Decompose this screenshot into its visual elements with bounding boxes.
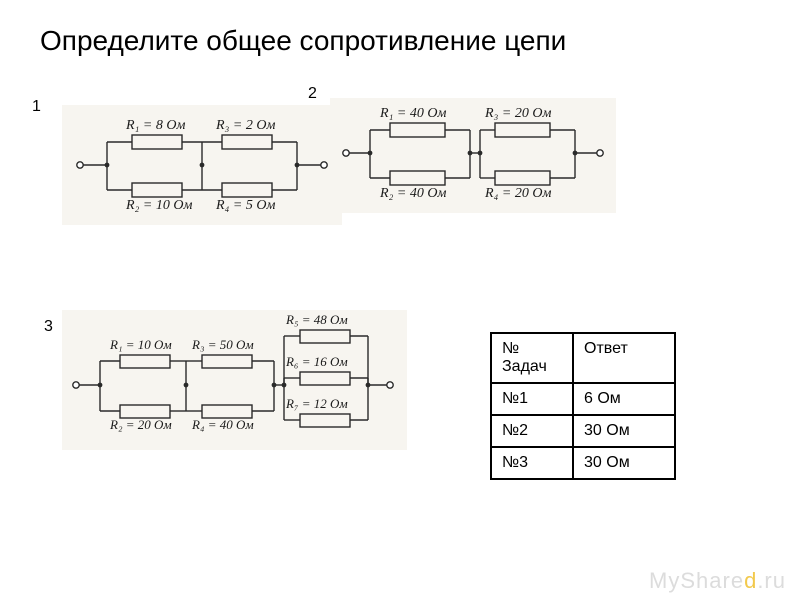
circuit-1-svg: R₁ = 8 Ом R₃ = 2 Ом R₂ = 10 Ом R₄ = 5 Ом [62, 105, 342, 225]
cell: №3 [491, 447, 573, 479]
cell: 6 Ом [573, 383, 675, 415]
svg-text:R₇ = 12 Ом: R₇ = 12 Ом [285, 396, 348, 411]
circuit-3-svg: R₁ = 10 Ом R₃ = 50 Ом R₂ = 20 Ом R₄ = 40 Ом… [62, 310, 407, 450]
svg-text:R₄ = 20 Ом: R₄ = 20 Ом [484, 186, 551, 201]
svg-text:R₁ = 8 Ом: R₁ = 8 Ом [125, 118, 185, 133]
svg-text:R₃ = 50 Ом: R₃ = 50 Ом [191, 337, 254, 352]
svg-text:R₂ = 20 Ом: R₂ = 20 Ом [109, 417, 172, 432]
table-row: №2 30 Ом [491, 415, 675, 447]
label-2: 2 [308, 85, 317, 103]
table-row: №1 6 Ом [491, 383, 675, 415]
svg-text:R₁ = 10 Ом: R₁ = 10 Ом [109, 337, 172, 352]
svg-text:R₁ = 40 Ом: R₁ = 40 Ом [379, 106, 446, 121]
circuit-2-svg: R₁ = 40 Ом R₂ = 40 Ом R₃ = 20 Ом R₄ = 20 Ом [330, 98, 616, 213]
cell: 30 Ом [573, 447, 675, 479]
table-row: № Задач Ответ [491, 333, 675, 383]
circuit-2: R₁ = 40 Ом R₂ = 40 Ом R₃ = 20 Ом R₄ = 20 Ом [330, 98, 616, 213]
svg-text:R₅ = 48 Ом: R₅ = 48 Ом [285, 312, 348, 327]
svg-text:R₃ = 2 Ом: R₃ = 2 Ом [215, 118, 275, 133]
answer-table: № Задач Ответ №1 6 Ом №2 30 Ом №3 30 Ом [490, 332, 676, 480]
label-3: 3 [44, 318, 53, 336]
svg-text:R₄ = 5 Ом: R₄ = 5 Ом [215, 198, 275, 213]
svg-text:R₆ = 16 Ом: R₆ = 16 Ом [285, 354, 348, 369]
svg-text:R₃ = 20 Ом: R₃ = 20 Ом [484, 106, 551, 121]
cell: №1 [491, 383, 573, 415]
svg-text:R₄ = 40 Ом: R₄ = 40 Ом [191, 417, 254, 432]
circuit-3: R₁ = 10 Ом R₃ = 50 Ом R₂ = 20 Ом R₄ = 40 Ом… [62, 310, 407, 450]
watermark-accent: d [744, 568, 757, 593]
watermark: MyShared.ru [649, 568, 786, 594]
table-row: №3 30 Ом [491, 447, 675, 479]
watermark-post: .ru [757, 568, 786, 593]
svg-text:R₂ = 10 Ом: R₂ = 10 Ом [125, 198, 192, 213]
cell: 30 Ом [573, 415, 675, 447]
watermark-pre: MyShare [649, 568, 744, 593]
label-1: 1 [32, 98, 41, 116]
header-answer: Ответ [573, 333, 675, 383]
header-problem: № Задач [491, 333, 573, 383]
svg-text:R₂ = 40 Ом: R₂ = 40 Ом [379, 186, 446, 201]
page-title: Определите общее сопротивление цепи [40, 25, 566, 57]
circuit-1: R₁ = 8 Ом R₃ = 2 Ом R₂ = 10 Ом R₄ = 5 Ом [62, 105, 342, 225]
cell: №2 [491, 415, 573, 447]
